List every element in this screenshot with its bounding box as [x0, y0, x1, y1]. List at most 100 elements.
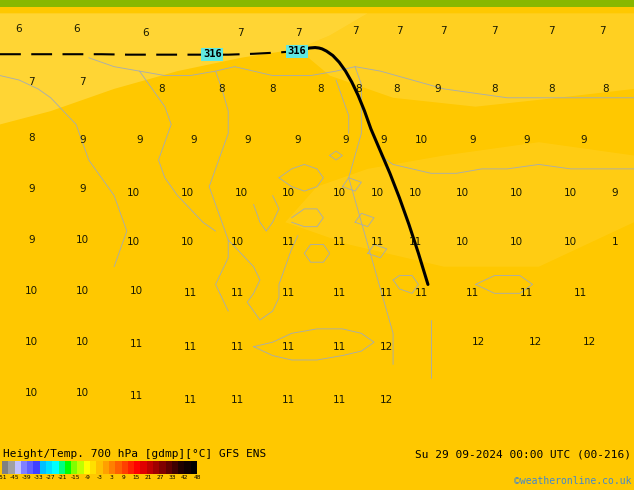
Text: 7: 7	[396, 26, 403, 36]
Text: 9: 9	[295, 135, 301, 145]
Text: -9: -9	[84, 475, 90, 480]
Text: 11: 11	[333, 342, 346, 352]
Bar	[77, 461, 84, 474]
Bar	[122, 461, 128, 474]
Bar	[109, 461, 115, 474]
Bar	[134, 461, 140, 474]
Text: -27: -27	[46, 475, 56, 480]
Bar	[53, 461, 58, 474]
Text: 10: 10	[564, 188, 577, 198]
Text: 10: 10	[76, 235, 89, 245]
Text: 11: 11	[184, 395, 197, 405]
Text: 10: 10	[231, 237, 244, 247]
Bar	[153, 461, 159, 474]
Text: 6: 6	[73, 24, 79, 34]
Text: 10: 10	[456, 188, 469, 198]
Text: 10: 10	[181, 188, 193, 198]
Text: 10: 10	[333, 188, 346, 198]
Text: 10: 10	[76, 388, 89, 398]
Text: Su 29 09-2024 00:00 UTC (00-216): Su 29 09-2024 00:00 UTC (00-216)	[415, 449, 631, 459]
Text: 8: 8	[355, 84, 361, 94]
Text: 1: 1	[612, 237, 618, 247]
Bar	[172, 461, 178, 474]
Text: 9: 9	[136, 135, 143, 145]
Text: 9: 9	[190, 135, 197, 145]
Text: -45: -45	[10, 475, 19, 480]
Text: 9: 9	[612, 188, 618, 198]
Text: 7: 7	[295, 28, 301, 38]
Text: 10: 10	[510, 188, 523, 198]
Bar	[178, 461, 184, 474]
Text: 9: 9	[79, 135, 86, 145]
Text: 9: 9	[79, 184, 86, 194]
Polygon shape	[0, 13, 368, 124]
Text: 10: 10	[130, 286, 143, 296]
Text: 10: 10	[181, 237, 193, 247]
Text: 11: 11	[184, 288, 197, 298]
Text: 7: 7	[29, 77, 35, 87]
Text: 42: 42	[181, 475, 188, 480]
Text: 3: 3	[110, 475, 113, 480]
Bar	[46, 461, 53, 474]
Text: 11: 11	[409, 237, 422, 247]
Text: 15: 15	[133, 475, 139, 480]
Text: 10: 10	[235, 188, 247, 198]
Text: 10: 10	[415, 135, 428, 145]
Text: 27: 27	[157, 475, 164, 480]
Text: 11: 11	[466, 288, 479, 298]
Text: -21: -21	[58, 475, 68, 480]
Text: 8: 8	[602, 84, 609, 94]
Text: 11: 11	[333, 237, 346, 247]
Bar	[8, 461, 15, 474]
Bar	[165, 461, 172, 474]
Text: 10: 10	[282, 188, 295, 198]
Text: 12: 12	[583, 337, 596, 347]
Text: 8: 8	[269, 84, 276, 94]
Text: 10: 10	[409, 188, 422, 198]
Bar	[71, 461, 77, 474]
Text: 9: 9	[380, 135, 387, 145]
Text: 10: 10	[76, 337, 89, 347]
Text: 8: 8	[393, 84, 399, 94]
Text: 11: 11	[574, 288, 586, 298]
Text: 8: 8	[491, 84, 498, 94]
Text: 9: 9	[244, 135, 250, 145]
Text: 8: 8	[548, 84, 555, 94]
Bar	[128, 461, 134, 474]
Text: 7: 7	[599, 26, 605, 36]
Text: 11: 11	[333, 288, 346, 298]
Text: 11: 11	[282, 288, 295, 298]
Text: 9: 9	[29, 184, 35, 194]
Text: 10: 10	[25, 286, 38, 296]
Bar	[146, 461, 153, 474]
Bar	[0, 0, 634, 7]
Text: -51: -51	[0, 475, 7, 480]
Text: 11: 11	[231, 395, 244, 405]
Text: 11: 11	[380, 288, 393, 298]
Text: 11: 11	[333, 395, 346, 405]
Text: 12: 12	[529, 337, 542, 347]
Text: 6: 6	[143, 28, 149, 38]
Text: 8: 8	[158, 84, 165, 94]
Text: 9: 9	[523, 135, 529, 145]
Text: 11: 11	[282, 395, 295, 405]
Text: 8: 8	[29, 133, 35, 143]
Bar	[140, 461, 146, 474]
Text: 7: 7	[79, 77, 86, 87]
Text: 11: 11	[130, 340, 143, 349]
Text: 316: 316	[203, 49, 222, 59]
Bar	[103, 461, 109, 474]
Text: 10: 10	[510, 237, 523, 247]
Text: 11: 11	[371, 237, 384, 247]
Text: -33: -33	[34, 475, 43, 480]
Text: 10: 10	[25, 337, 38, 347]
Text: 7: 7	[441, 26, 447, 36]
Text: 12: 12	[380, 342, 393, 352]
Bar	[159, 461, 165, 474]
Text: 7: 7	[352, 26, 358, 36]
Bar	[96, 461, 103, 474]
Text: 10: 10	[127, 188, 139, 198]
Text: 10: 10	[371, 188, 384, 198]
Text: 11: 11	[282, 237, 295, 247]
Text: ©weatheronline.co.uk: ©weatheronline.co.uk	[514, 476, 631, 486]
